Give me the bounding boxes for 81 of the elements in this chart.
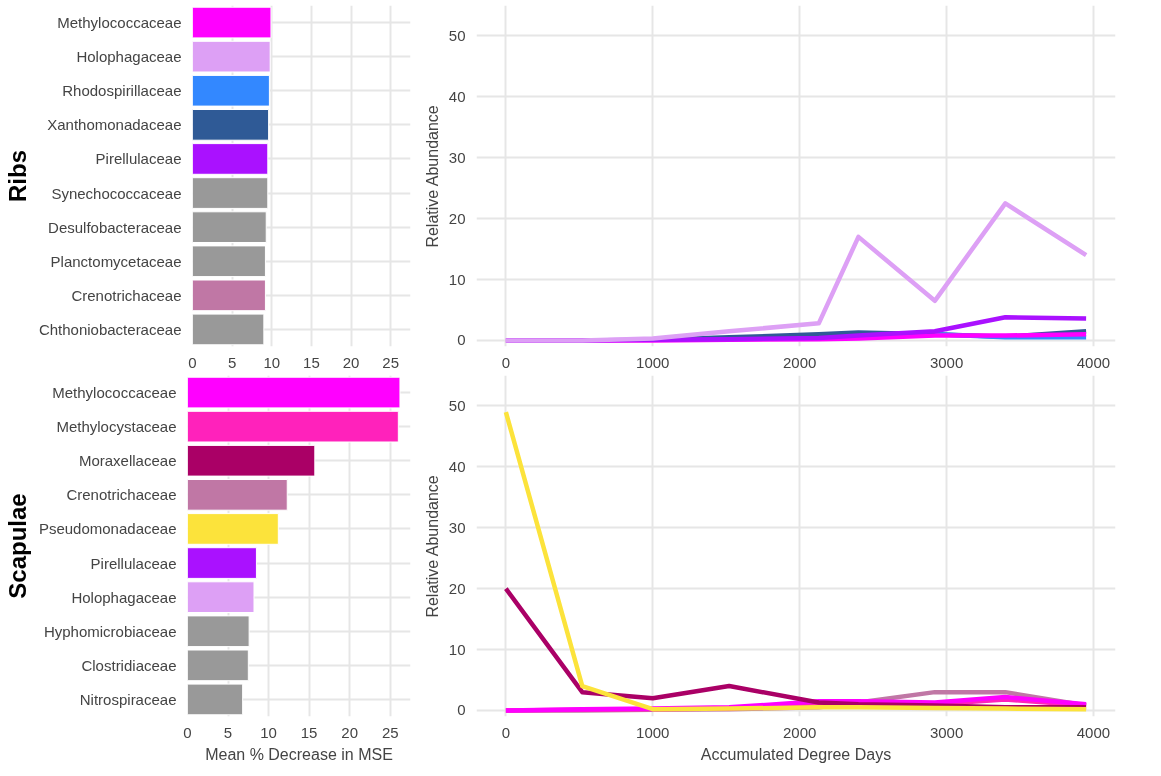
bar	[187, 581, 255, 613]
y-tick-label: 50	[448, 26, 466, 44]
bar	[187, 479, 288, 511]
bar	[192, 245, 266, 278]
x-tick-label: 15	[300, 723, 318, 741]
x-tick-label: 3000	[929, 353, 964, 371]
x-tick-label: 2000	[782, 353, 817, 371]
x-tick-label: 0	[501, 353, 511, 371]
x-tick-label: 1000	[636, 723, 670, 741]
x-tick-label: 15	[303, 353, 320, 371]
bar	[192, 143, 269, 175]
bar	[192, 74, 270, 107]
y-tick-label: Clostridiaceae	[81, 656, 177, 674]
y-tick-label: 20	[448, 579, 466, 597]
bar	[187, 683, 244, 716]
y-tick-label: 30	[448, 518, 466, 536]
y-tick-label: Rhodospirillaceae	[62, 82, 182, 100]
y-tick-label: Moraxellaceae	[78, 452, 177, 470]
y-tick-label: Xanthomonadaceae	[47, 116, 182, 134]
x-tick-label: 20	[342, 353, 360, 371]
y-tick-label: Synechococcaceae	[51, 184, 182, 202]
y-tick-label: Crenotrichaceae	[71, 286, 182, 304]
bar	[192, 313, 265, 346]
x-tick-label: 0	[188, 353, 197, 371]
y-tick-label: Nitrospiraceae	[79, 690, 177, 708]
y-tick-label: 0	[457, 331, 466, 349]
x-axis-title: Mean % Decrease in MSE	[205, 745, 393, 763]
bar	[192, 6, 272, 39]
y-tick-label: 50	[448, 396, 466, 414]
bar	[192, 109, 270, 141]
x-tick-label: 10	[263, 353, 281, 371]
x-tick-label: 3000	[929, 723, 964, 741]
y-tick-label: 20	[448, 209, 466, 227]
x-tick-label: 20	[341, 723, 359, 741]
line-series	[503, 201, 1089, 343]
x-tick-label: 25	[381, 723, 399, 741]
line-series	[503, 409, 1089, 712]
y-tick-label: Methylococcaceae	[52, 384, 177, 402]
bar	[187, 547, 257, 579]
bar	[192, 211, 267, 243]
y-tick-label: Crenotrichaceae	[66, 486, 177, 504]
y-tick-label: Pirellulaceae	[95, 150, 182, 168]
x-tick-label: 1000	[636, 353, 670, 371]
y-tick-label: Chthoniobacteraceae	[38, 320, 182, 338]
x-tick-label: 0	[501, 723, 511, 741]
x-tick-label: 10	[260, 723, 277, 741]
x-tick-label: 4000	[1076, 353, 1111, 371]
y-tick-label: 40	[448, 457, 466, 475]
y-tick-label: Methylocystaceae	[56, 418, 177, 436]
bar	[187, 615, 250, 648]
x-axis-title: Accumulated Degree Days	[700, 745, 892, 763]
bar	[192, 177, 269, 209]
y-tick-label: Holophagaceae	[76, 48, 182, 66]
y-axis-title: Ribs	[3, 149, 31, 202]
y-tick-label: Planctomycetaceae	[50, 252, 182, 270]
bar	[187, 444, 316, 477]
y-tick-label: Pseudomonadaceae	[38, 520, 177, 538]
y-tick-label: 10	[448, 640, 466, 658]
y-tick-label: Methylococcaceae	[57, 14, 182, 32]
y-tick-label: Pirellulaceae	[90, 554, 177, 572]
y-axis-title: Scapulae	[3, 493, 31, 599]
x-tick-label: 5	[227, 353, 237, 371]
bar	[187, 649, 249, 682]
x-tick-label: 2000	[782, 723, 817, 741]
y-tick-label: 10	[448, 270, 466, 288]
y-tick-label: 30	[448, 148, 466, 166]
y-axis-title: Relative Abundance	[423, 475, 441, 618]
y-tick-label: Hyphomicrobiaceae	[43, 622, 177, 640]
y-tick-label: Desulfobacteraceae	[48, 218, 182, 236]
bar	[187, 513, 279, 545]
y-tick-label: Holophagaceae	[71, 588, 177, 606]
bar	[187, 410, 399, 443]
x-tick-label: 4000	[1076, 723, 1111, 741]
x-tick-label: 5	[223, 723, 233, 741]
bar	[192, 279, 266, 312]
bar	[187, 376, 401, 409]
bar	[192, 40, 271, 73]
x-tick-label: 25	[382, 353, 400, 371]
y-tick-label: 0	[457, 701, 466, 719]
y-tick-label: 40	[448, 87, 466, 105]
y-axis-title: Relative Abundance	[423, 105, 441, 248]
